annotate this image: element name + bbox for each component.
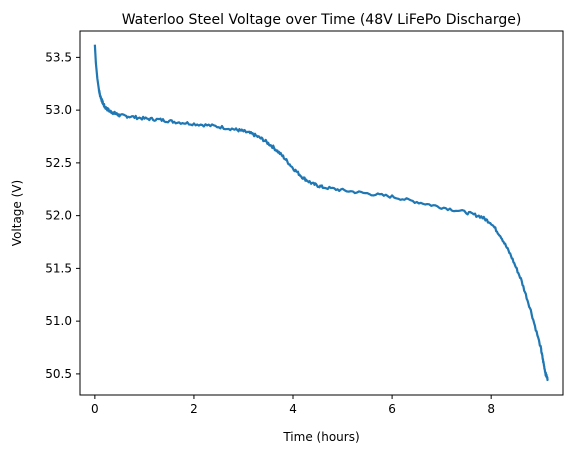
y-tick-label: 52.5 xyxy=(45,156,72,170)
y-axis-label: Voltage (V) xyxy=(10,180,24,246)
y-tick-label: 52.0 xyxy=(45,209,72,223)
x-tick-label: 8 xyxy=(487,402,495,416)
x-tick-label: 4 xyxy=(289,402,297,416)
x-tick-label: 2 xyxy=(190,402,198,416)
y-tick-label: 51.0 xyxy=(45,314,72,328)
plot-area xyxy=(79,30,564,396)
x-tick-label: 6 xyxy=(388,402,396,416)
y-tick-label: 53.5 xyxy=(45,50,72,64)
y-tick-label: 50.5 xyxy=(45,367,72,381)
axes-frame xyxy=(79,30,564,396)
y-tick-label: 53.0 xyxy=(45,103,72,117)
chart-title: Waterloo Steel Voltage over Time (48V Li… xyxy=(122,12,522,28)
plot-background xyxy=(80,31,563,395)
y-axis-ticks: 50.5 51.0 51.5 52.0 52.5 53.0 53.5 xyxy=(45,50,80,381)
x-tick-label: 0 xyxy=(91,402,99,416)
x-axis-label: Time (hours) xyxy=(282,430,359,444)
voltage-line xyxy=(93,44,549,382)
x-axis-ticks: 0 2 4 6 8 xyxy=(91,395,495,416)
y-tick-label: 51.5 xyxy=(45,261,72,275)
